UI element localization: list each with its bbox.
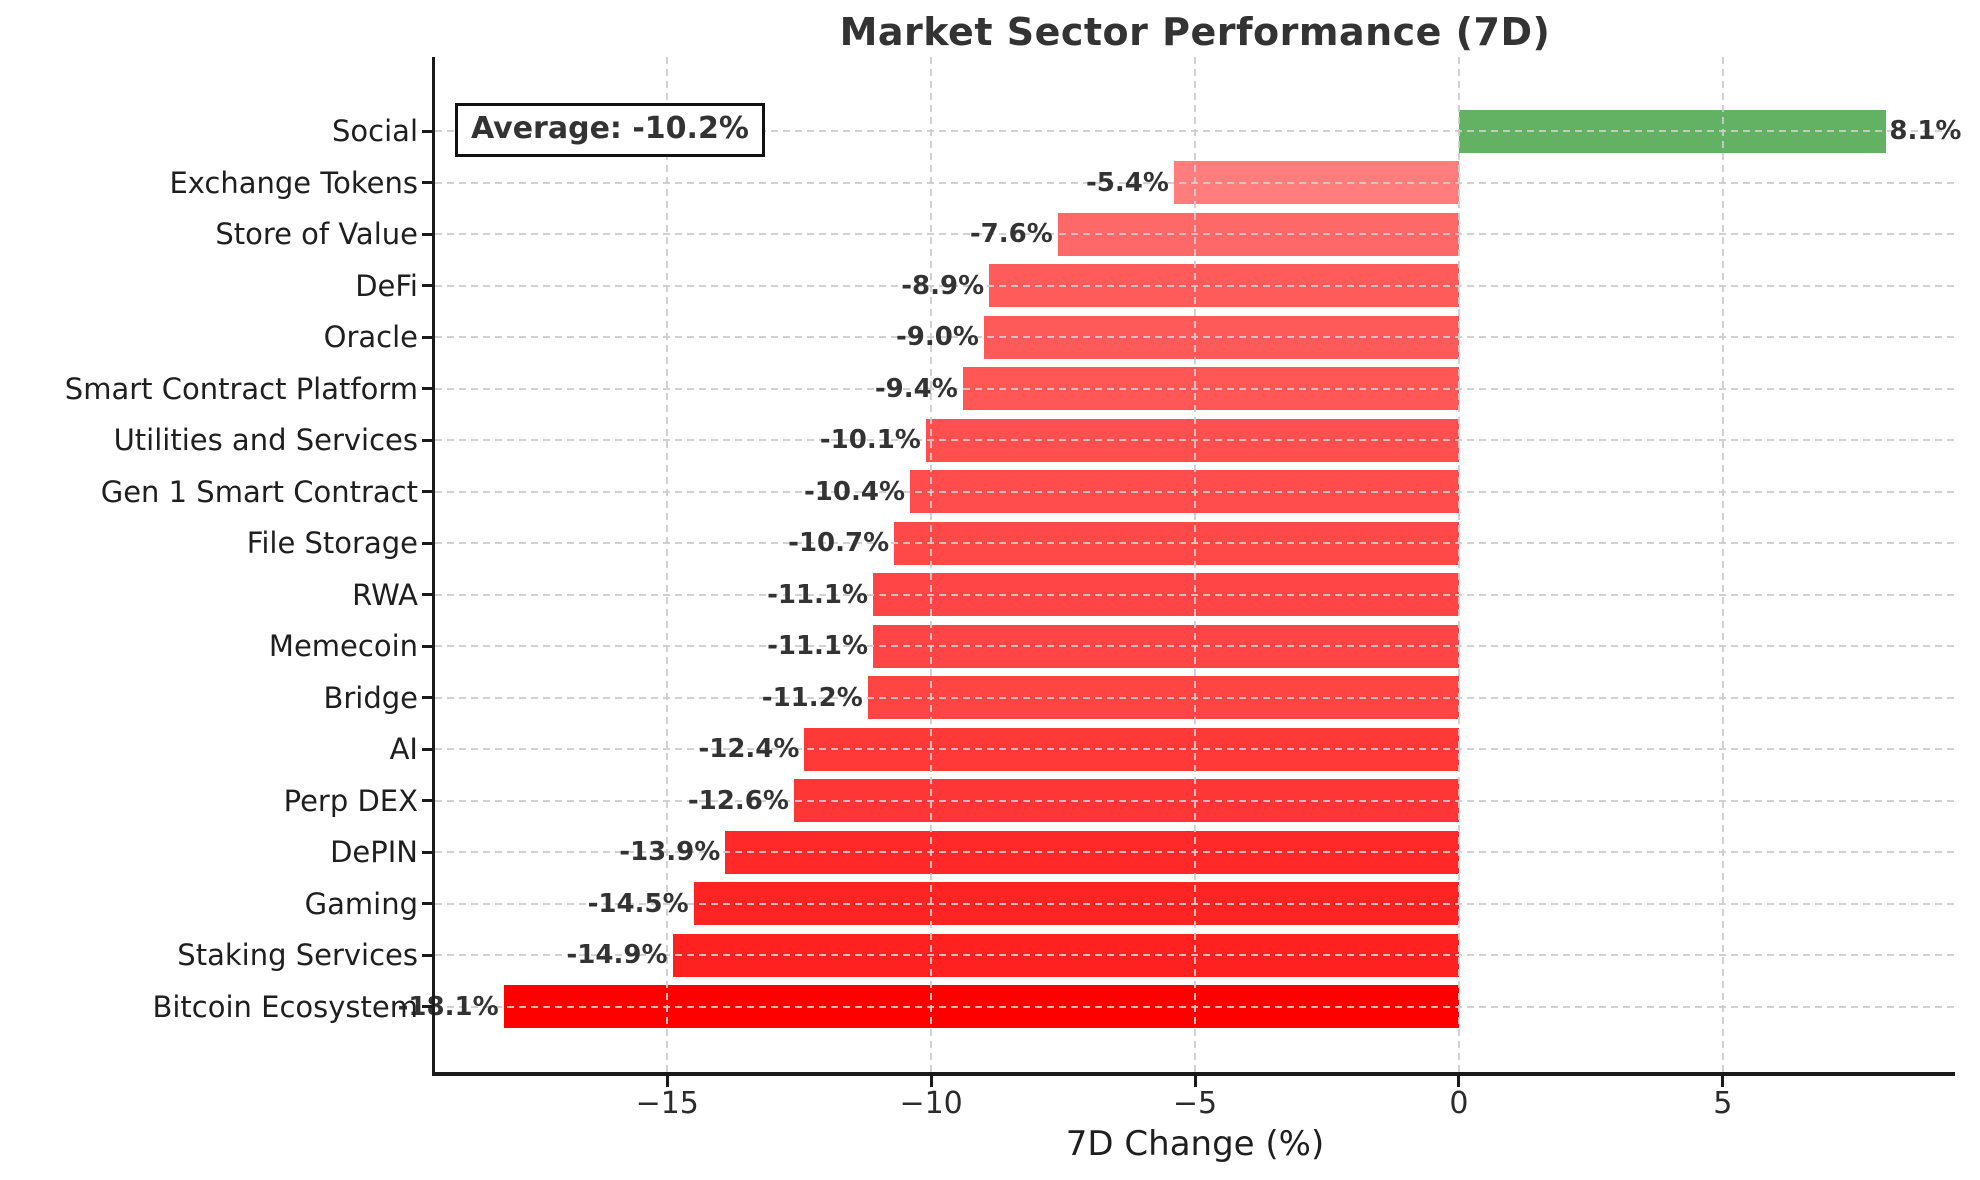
y-tick-mark <box>422 129 432 133</box>
y-axis-spine <box>432 57 435 1076</box>
category-label: Bridge <box>323 680 418 715</box>
bar-value-label: -18.1% <box>397 991 499 1022</box>
bar-value-label: -10.4% <box>804 476 905 507</box>
x-tick-label: 0 <box>1449 1086 1469 1121</box>
category-label: DeFi <box>355 268 418 303</box>
category-label: Store of Value <box>215 217 418 251</box>
x-tick-label: −5 <box>1172 1086 1218 1121</box>
y-tick-mark <box>422 953 432 957</box>
gridline-vertical <box>1721 57 1724 1072</box>
y-tick-mark <box>422 541 432 545</box>
plot-area: 8.1% -5.4% -7.6% -8.9% -9.0% -9.4% -10.1% -10.4… <box>398 57 1961 1072</box>
category-label: Bitcoin Ecosystem <box>152 989 418 1024</box>
y-tick-mark <box>422 232 432 236</box>
category-label: Staking Services <box>177 938 418 972</box>
x-tick-mark <box>1193 1076 1197 1087</box>
bar-value-label: -12.6% <box>687 785 789 816</box>
bar-value-label: -10.7% <box>788 528 890 558</box>
bar-value-label: -11.1% <box>767 631 869 661</box>
category-label: Perp DEX <box>283 783 418 818</box>
gridline-vertical <box>1457 57 1460 1072</box>
average-annotation: Average: -10.2% <box>455 103 765 157</box>
category-label: Oracle <box>323 320 418 354</box>
bar-value-label: -8.9% <box>901 270 985 301</box>
x-axis-title: 7D Change (%) <box>1065 1124 1325 1164</box>
x-tick-mark <box>665 1076 669 1087</box>
bar-value-label: -11.2% <box>761 682 863 713</box>
bar-value-label: -12.4% <box>698 734 800 764</box>
category-label: Utilities and Services <box>113 423 418 457</box>
x-tick-label: 5 <box>1713 1086 1733 1121</box>
bar-value-label: -9.4% <box>874 373 958 404</box>
bar-value-label: -5.4% <box>1085 167 1169 198</box>
y-tick-mark <box>422 799 432 802</box>
y-tick-mark <box>422 747 432 751</box>
category-label: File Storage <box>246 526 418 560</box>
chart-title: Market Sector Performance (7D) <box>839 10 1551 54</box>
bar-value-label: -7.6% <box>969 219 1053 249</box>
category-label: AI <box>389 732 418 766</box>
y-tick-mark <box>422 284 432 287</box>
x-tick-mark <box>1721 1076 1725 1087</box>
gridline-vertical <box>1194 57 1196 1072</box>
y-tick-mark <box>422 335 432 339</box>
category-label: DePIN <box>330 835 418 869</box>
category-label: Gen 1 Smart Contract <box>100 474 418 509</box>
category-label: Smart Contract Platform <box>64 371 418 406</box>
category-label: Social <box>332 114 418 148</box>
category-label: Memecoin <box>268 629 418 663</box>
x-tick-mark <box>929 1076 933 1087</box>
bar-value-label: -11.1% <box>767 579 869 610</box>
x-tick-label: −10 <box>899 1086 963 1121</box>
y-tick-mark <box>422 1005 432 1008</box>
category-label: Exchange Tokens <box>169 165 418 200</box>
category-label: RWA <box>352 577 418 612</box>
y-tick-mark <box>422 902 432 905</box>
y-tick-mark <box>422 696 432 699</box>
y-tick-mark <box>422 387 432 390</box>
y-tick-mark <box>422 490 432 493</box>
y-tick-mark <box>422 438 432 442</box>
x-axis-spine <box>432 1072 1955 1076</box>
bar-value-label: -14.9% <box>566 940 668 970</box>
category-label: Gaming <box>304 886 418 921</box>
bar-value-label: -9.0% <box>895 322 979 352</box>
gridline-vertical <box>930 57 933 1072</box>
bar-value-label: -14.5% <box>587 888 689 919</box>
y-tick-mark <box>422 850 432 854</box>
bar-value-label: 8.1% <box>1889 116 1962 146</box>
y-tick-mark <box>422 181 432 184</box>
x-tick-label: −15 <box>635 1086 699 1121</box>
y-tick-mark <box>422 644 432 648</box>
bar-value-label: -13.9% <box>619 837 721 867</box>
x-tick-mark <box>1457 1076 1461 1087</box>
y-tick-mark <box>422 593 432 596</box>
gridline-vertical <box>666 57 669 1072</box>
bar-value-label: -10.1% <box>819 425 921 455</box>
